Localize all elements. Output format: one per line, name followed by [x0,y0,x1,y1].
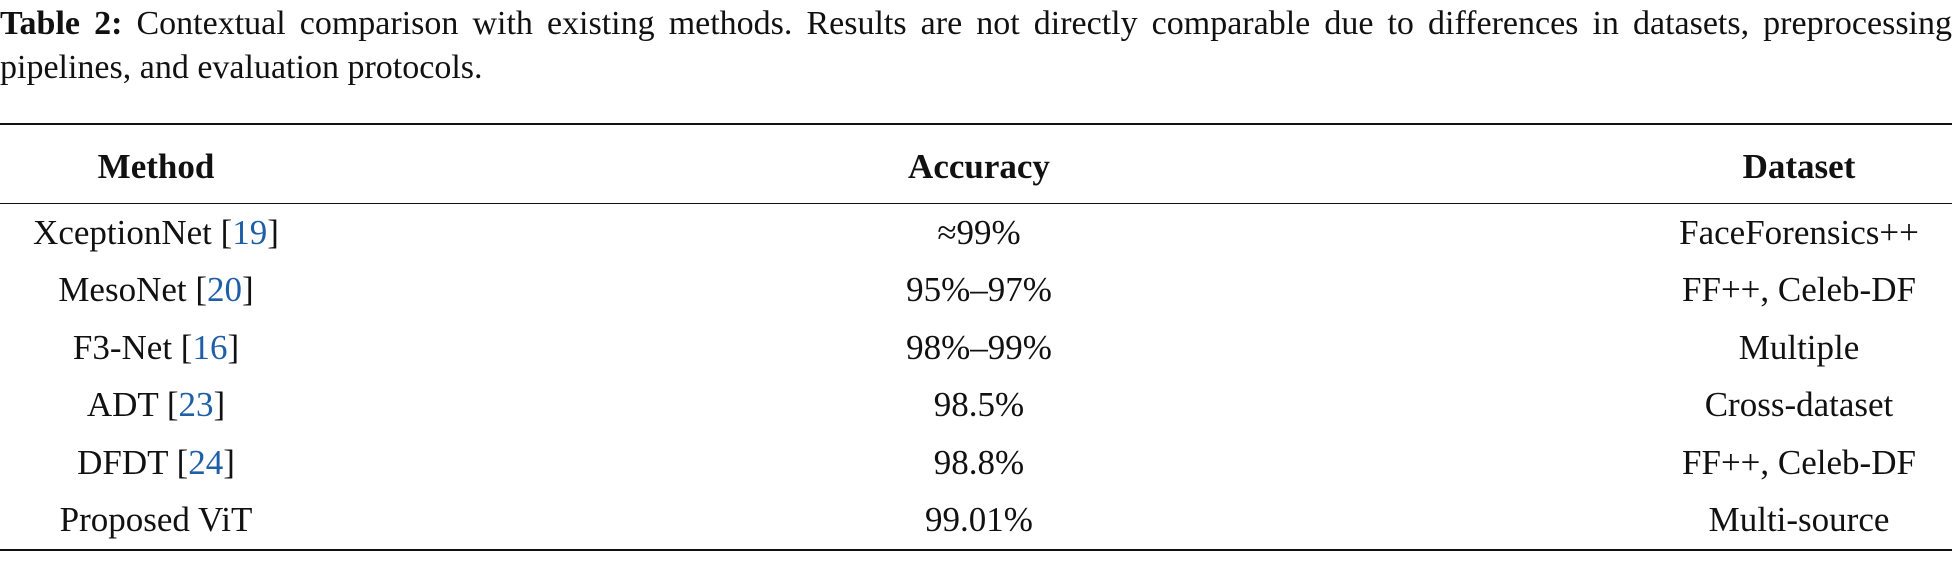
accuracy-cell: 99.01% [925,500,1033,540]
method-cell: ADT [23] [0,377,312,435]
method-name: F3-Net [72,327,173,367]
dataset-cell: Multiple [1738,327,1860,367]
dataset-cell: FF++, Celeb-DF [1682,442,1916,482]
table-row: Proposed ViT 99.01% Multi-source [0,492,1952,551]
accuracy-cell: 98.5% [933,385,1025,425]
accuracy-cell: 98.8% [933,442,1025,482]
accuracy-cell: 95%–97% [906,270,1052,310]
citation: [19] [220,212,279,252]
method-cell: F3-Net [16] [0,319,312,377]
table-row: DFDT [24] 98.8% FF++, Celeb-DF [0,434,1952,492]
method-name: MesoNet [58,270,187,310]
method-name: ADT [86,385,159,425]
table-row: F3-Net [16] 98%–99% Multiple [0,319,1952,377]
table-row: XceptionNet [19] ≈99% FaceForensics++ [0,204,1952,262]
table-body: XceptionNet [19] ≈99% FaceForensics++ MesoN… [0,204,1952,551]
citation: [16] [180,327,240,367]
dataset-cell: Multi-source [1708,500,1890,540]
method-cell: XceptionNet [19] [0,204,312,262]
accuracy-cell: ≈99% [937,212,1021,252]
citation: [24] [176,442,235,482]
caption-text: Contextual comparison with existing meth… [0,5,1953,86]
caption: Table 2: Contextual comparison with exis… [0,2,1952,90]
method-cell: DFDT [24] [0,434,312,492]
table-row: ADT [23] 98.5% Cross-dataset [0,377,1952,435]
header-cell: Dataset [1646,124,1952,204]
header-row: Method Accuracy Dataset [0,124,1952,204]
header-cell: Accuracy [312,124,1646,204]
table-row: MesoNet [20] 95%–97% FF++, Celeb-DF [0,262,1952,320]
header-cell: Method [0,124,312,204]
method-name: Proposed ViT [59,500,253,540]
caption-label: Table 2: [0,5,123,42]
method-name: DFDT [77,442,168,482]
dataset-cell: Cross-dataset [1704,385,1894,425]
accuracy-cell: 98%–99% [906,327,1052,367]
method-cell: MesoNet [20] [0,262,312,320]
table: Method Accuracy Dataset XceptionNet [19]… [0,123,1952,551]
citation: [20] [195,270,254,310]
dataset-cell: FaceForensics++ [1679,212,1919,252]
method-cell: Proposed ViT [0,492,312,551]
citation: [23] [166,385,226,425]
method-name: XceptionNet [33,212,212,252]
dataset-cell: FF++, Celeb-DF [1682,270,1916,310]
